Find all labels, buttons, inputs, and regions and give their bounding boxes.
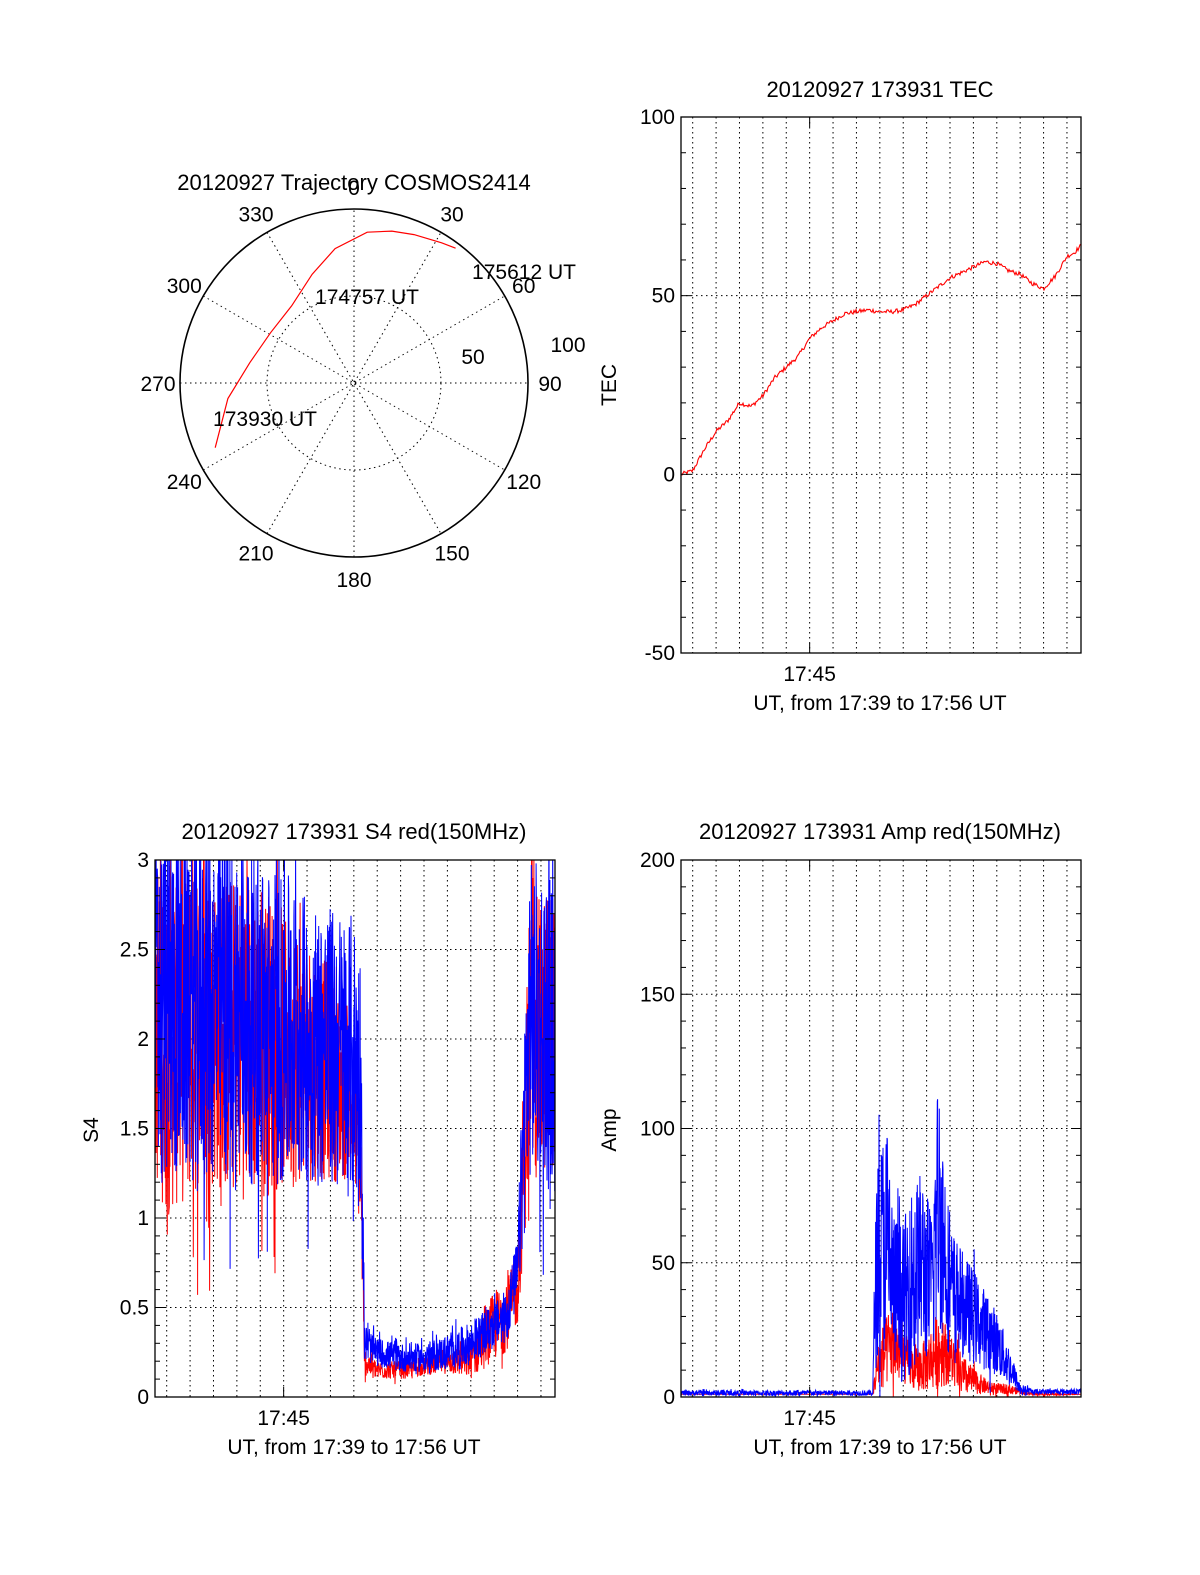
polar-spoke-120: [203, 295, 505, 471]
trajectory-mid-label: 174757 UT: [315, 286, 419, 309]
ring-label-50: 50: [461, 346, 484, 369]
s4-ytick-label: 1: [137, 1207, 149, 1230]
amp-series-red: [681, 1311, 1081, 1397]
azimuth-label-30: 30: [440, 203, 463, 226]
trajectory-start-label: 173930 UT: [213, 408, 317, 431]
amp-ticks: 0 50 100 150 200 17:45: [640, 849, 1081, 1430]
amp-ytick-label: 0: [663, 1386, 675, 1409]
amp-series: [681, 1099, 1081, 1397]
amp-panel: 20120927 173931 Amp red(150MHz) 0 50 100 15…: [598, 819, 1082, 1459]
azimuth-label-180: 180: [336, 569, 371, 592]
amp-xtick-label: 17:45: [783, 1407, 836, 1430]
s4-xtick-label: 17:45: [257, 1407, 310, 1430]
s4-ytick-label: 2: [137, 1028, 149, 1051]
tec-ytick-label: 0: [663, 463, 675, 486]
azimuth-label-0: 0: [348, 177, 360, 200]
polar-spokes: [180, 209, 528, 557]
azimuth-label-240: 240: [167, 471, 202, 494]
s4-title: 20120927 173931 S4 red(150MHz): [182, 819, 527, 844]
polar-ring-50: [266, 295, 442, 471]
tec-ytick-label: 100: [640, 106, 675, 129]
s4-ytick-label: 1.5: [120, 1118, 149, 1141]
amp-title: 20120927 173931 Amp red(150MHz): [699, 819, 1061, 844]
tec-plot-frame: [680, 116, 1082, 654]
trajectory-line: [214, 230, 456, 448]
amp-ylabel: Amp: [598, 1108, 621, 1151]
azimuth-label-270: 270: [140, 373, 175, 396]
tec-panel: 20120927 173931 TEC -50 0 50 100 17:45 TEC U…: [598, 77, 1082, 715]
azimuth-label-210: 210: [238, 543, 273, 566]
azimuth-label-330: 330: [238, 203, 273, 226]
amp-xlabel: UT, from 17:39 to 17:56 UT: [753, 1436, 1006, 1459]
amp-series-blue: [681, 1099, 1081, 1397]
tec-ylabel: TEC: [598, 364, 621, 406]
s4-ytick-label: 0.5: [120, 1297, 149, 1320]
s4-xlabel: UT, from 17:39 to 17:56 UT: [227, 1436, 480, 1459]
amp-ytick-label: 100: [640, 1118, 675, 1141]
s4-ytick-label: 3: [137, 849, 149, 872]
tec-ytick-label: 50: [652, 285, 675, 308]
s4-ticks: 0 0.5 1 1.5 2 2.5 3 17:45: [120, 849, 555, 1430]
azimuth-label-150: 150: [434, 543, 469, 566]
tec-xlabel: UT, from 17:39 to 17:56 UT: [753, 692, 1006, 715]
s4-series-blue: [155, 860, 555, 1375]
tec-series: [681, 243, 1081, 476]
polar-spoke-60: [203, 295, 505, 471]
azimuth-label-300: 300: [167, 275, 202, 298]
s4-ylabel: S4: [80, 1117, 103, 1143]
tec-grid: [681, 117, 1081, 653]
s4-ytick-label: 2.5: [120, 939, 149, 962]
s4-series: [155, 860, 555, 1385]
polar-azimuth-labels: 0 30 60 90 120 150 180 210 240 270 300 330: [140, 177, 561, 592]
amp-ytick-label: 200: [640, 849, 675, 872]
trajectory-end-label: 175612 UT: [472, 261, 576, 284]
polar-spoke-150: [266, 232, 442, 534]
azimuth-label-90: 90: [538, 373, 561, 396]
tec-xtick-label: 17:45: [783, 663, 836, 686]
tec-ytick-label: -50: [645, 642, 675, 665]
polar-spoke-30: [266, 232, 442, 534]
amp-ytick-label: 150: [640, 983, 675, 1006]
azimuth-label-120: 120: [506, 471, 541, 494]
s4-series-red: [155, 860, 555, 1385]
s4-ytick-label: 0: [137, 1386, 149, 1409]
trajectory-title: 20120927 Trajectory COSMOS2414: [177, 170, 530, 195]
trajectory-panel: 20120927 Trajectory COSMOS2414 0 30 60 90 12…: [140, 170, 585, 592]
azimuth-label-60: 60: [512, 275, 535, 298]
ring-label-100: 100: [550, 334, 585, 357]
tec-series-red: [681, 243, 1081, 476]
tec-title: 20120927 173931 TEC: [766, 77, 993, 102]
amp-ytick-label: 50: [652, 1252, 675, 1275]
tec-ticks: -50 0 50 100 17:45: [640, 106, 1081, 686]
s4-panel: 20120927 173931 S4 red(150MHz) 0 0.5 1 1.5 2…: [80, 819, 556, 1459]
